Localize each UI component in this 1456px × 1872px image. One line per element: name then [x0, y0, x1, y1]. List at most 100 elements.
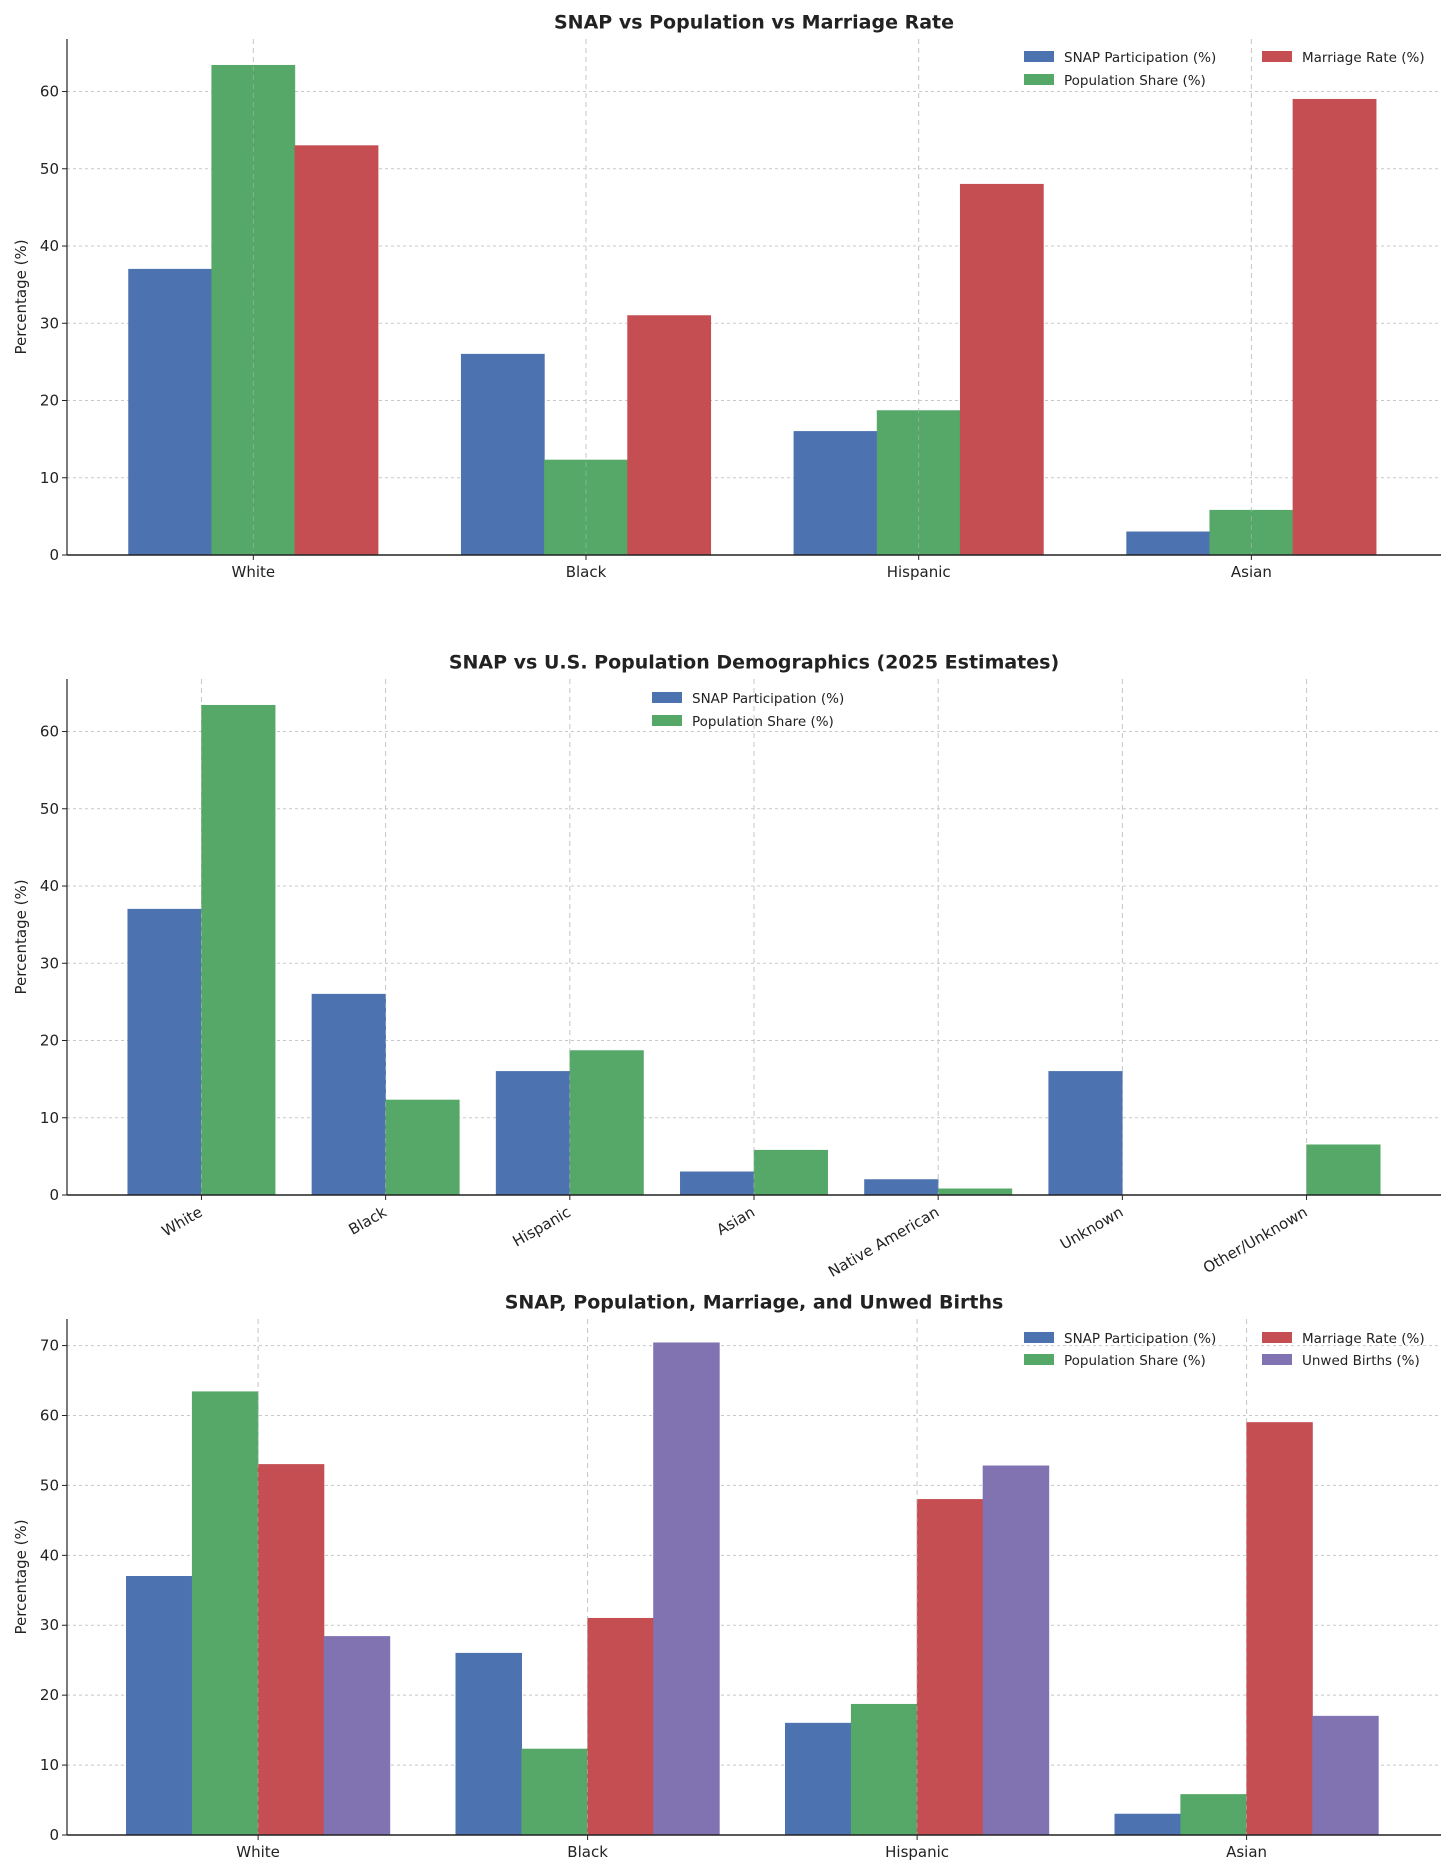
x-tick-label: Native American — [825, 1203, 942, 1281]
y-tick-label: 50 — [40, 1476, 59, 1494]
legend-swatch — [1262, 1332, 1292, 1343]
bar-marriage-rate-asian — [1292, 98, 1377, 556]
bar-snap-participation-asian — [680, 1171, 755, 1196]
y-tick-label: 60 — [40, 83, 59, 101]
bar-marriage-rate-hispanic — [916, 1499, 984, 1836]
bar-population-share-native-american — [937, 1188, 1013, 1196]
bar-snap-participation-unknown — [1048, 1071, 1123, 1196]
bar-population-share-white — [201, 704, 276, 1196]
y-tick-label: 10 — [40, 1109, 59, 1127]
legend-entry: SNAP Participation (%) — [1024, 1331, 1216, 1347]
bar-population-share-black — [385, 1099, 460, 1196]
legend-swatch — [652, 715, 682, 726]
legend-swatch — [1024, 74, 1054, 85]
bar-marriage-rate-asian — [1246, 1422, 1313, 1836]
bar-population-share-other-unknown — [1306, 1144, 1381, 1196]
y-tick-label: 30 — [40, 314, 59, 332]
y-axis-label: Percentage (%) — [12, 1519, 30, 1634]
bar-population-share-asian — [753, 1149, 828, 1196]
bar-marriage-rate-black — [627, 315, 712, 556]
x-tick-label: Unknown — [1057, 1203, 1126, 1253]
bar-population-share-hispanic — [850, 1703, 918, 1836]
y-tick-label: 0 — [49, 546, 59, 564]
x-tick-label: Asian — [714, 1203, 758, 1239]
bar-snap-participation-hispanic — [793, 431, 878, 556]
bar-snap-participation-hispanic — [495, 1071, 571, 1196]
y-tick-label: 20 — [40, 392, 59, 410]
bar-population-share-white — [191, 1391, 259, 1836]
bar-marriage-rate-black — [587, 1617, 654, 1836]
chart-3: SNAP, Population, Marriage, and Unwed Bi… — [12, 1292, 1441, 1861]
bar-population-share-black — [521, 1748, 588, 1836]
x-tick-label: Hispanic — [885, 1843, 949, 1861]
x-tick-label: Hispanic — [887, 563, 951, 581]
legend-entry: Unwed Births (%) — [1262, 1353, 1420, 1369]
legend-entry: Marriage Rate (%) — [1262, 1331, 1425, 1347]
y-tick-label: 40 — [40, 1546, 59, 1564]
bar-unwed-births-hispanic — [982, 1465, 1050, 1836]
y-tick-label: 60 — [40, 723, 59, 741]
bar-snap-participation-black — [311, 993, 386, 1196]
y-tick-label: 30 — [40, 1616, 59, 1634]
legend-entry: Population Share (%) — [1024, 73, 1206, 89]
legend-entry: Population Share (%) — [652, 714, 834, 730]
y-tick-label: 0 — [49, 1826, 59, 1844]
y-axis-label: Percentage (%) — [12, 879, 30, 994]
legend-entry: Marriage Rate (%) — [1262, 50, 1425, 66]
y-tick-label: 10 — [40, 1756, 59, 1774]
legend-swatch — [1262, 51, 1292, 62]
bar-snap-participation-black — [460, 353, 545, 556]
y-tick-label: 50 — [40, 160, 59, 178]
chart-2: SNAP vs U.S. Population Demographics (20… — [12, 652, 1441, 1281]
x-tick-label: Asian — [1231, 563, 1272, 581]
chart-1: SNAP vs Population vs Marriage Rate 0 10 20… — [12, 12, 1441, 581]
x-tick-label: Black — [566, 563, 607, 581]
legend-swatch — [652, 692, 682, 703]
legend-label: SNAP Participation (%) — [1064, 1331, 1216, 1347]
bar-population-share-asian — [1180, 1794, 1247, 1836]
legend-entry: Population Share (%) — [1024, 1353, 1206, 1369]
chart-title: SNAP vs U.S. Population Demographics (20… — [449, 652, 1059, 674]
legend-swatch — [1262, 1354, 1292, 1365]
bar-snap-participation-native-american — [864, 1179, 939, 1196]
y-tick-label: 60 — [40, 1406, 59, 1424]
x-tick-label: Hispanic — [509, 1203, 573, 1251]
x-tick-label: Asian — [1226, 1843, 1267, 1861]
legend-label: SNAP Participation (%) — [692, 691, 844, 707]
bar-snap-participation-white — [127, 908, 202, 1196]
y-tick-label: 20 — [40, 1032, 59, 1050]
y-tick-label: 40 — [40, 877, 59, 895]
y-tick-label: 50 — [40, 800, 59, 818]
legend-swatch — [1024, 51, 1054, 62]
y-tick-label: 30 — [40, 954, 59, 972]
bar-marriage-rate-white — [294, 145, 379, 556]
bar-snap-participation-asian — [1114, 1813, 1181, 1836]
y-tick-label: 10 — [40, 469, 59, 487]
chart-title: SNAP vs Population vs Marriage Rate — [554, 12, 954, 34]
x-tick-label: Other/Unknown — [1200, 1203, 1311, 1277]
bar-population-share-hispanic — [569, 1050, 644, 1196]
legend-swatch — [1024, 1332, 1054, 1343]
x-tick-label: White — [159, 1203, 206, 1240]
bar-snap-participation-hispanic — [785, 1722, 852, 1836]
y-tick-label: 20 — [40, 1686, 59, 1704]
legend-label: Population Share (%) — [1064, 73, 1206, 89]
legend-label: Population Share (%) — [1064, 1353, 1206, 1369]
legend-label: Unwed Births (%) — [1302, 1353, 1420, 1369]
x-tick-label: Black — [567, 1843, 608, 1861]
legend-label: Population Share (%) — [692, 714, 834, 730]
bar-snap-participation-white — [126, 1576, 193, 1836]
bar-marriage-rate-white — [257, 1464, 325, 1836]
bar-unwed-births-black — [653, 1342, 720, 1836]
y-tick-label: 40 — [40, 237, 59, 255]
y-axis-label: Percentage (%) — [12, 239, 30, 354]
bar-marriage-rate-hispanic — [959, 183, 1044, 556]
x-tick-label: Black — [345, 1203, 389, 1239]
bar-unwed-births-white — [323, 1636, 391, 1836]
legend-entry: SNAP Participation (%) — [652, 691, 844, 707]
chart-title: SNAP, Population, Marriage, and Unwed Bi… — [505, 1292, 1004, 1314]
y-tick-label: 0 — [49, 1186, 59, 1204]
bar-snap-participation-white — [128, 268, 213, 556]
x-tick-label: White — [231, 563, 275, 581]
